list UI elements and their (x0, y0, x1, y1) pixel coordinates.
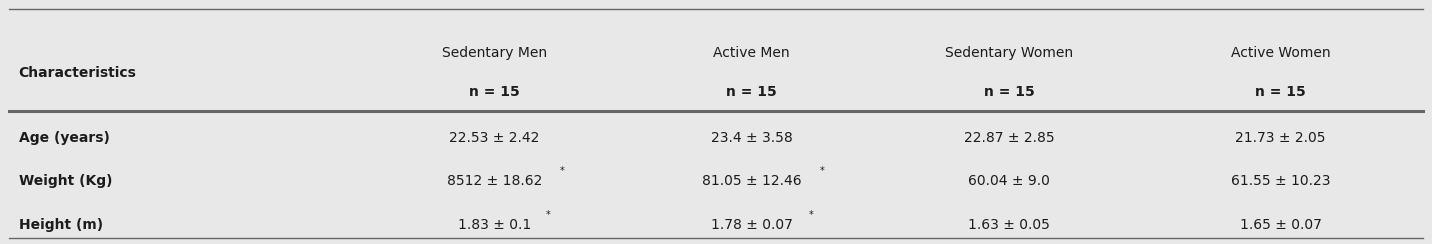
Text: 23.4 ± 3.58: 23.4 ± 3.58 (710, 131, 792, 145)
Text: 22.53 ± 2.42: 22.53 ± 2.42 (450, 131, 540, 145)
Text: n = 15: n = 15 (984, 85, 1034, 99)
Text: 1.78 ± 0.07: 1.78 ± 0.07 (710, 217, 793, 232)
Text: Weight (Kg): Weight (Kg) (19, 174, 112, 188)
Text: Sedentary Women: Sedentary Women (945, 46, 1073, 60)
Text: Active Women: Active Women (1230, 46, 1330, 60)
Text: *: * (560, 166, 564, 176)
Text: Active Men: Active Men (713, 46, 790, 60)
Text: 1.65 ± 0.07: 1.65 ± 0.07 (1240, 217, 1322, 232)
Text: n = 15: n = 15 (470, 85, 520, 99)
Text: Sedentary Men: Sedentary Men (442, 46, 547, 60)
Text: 61.55 ± 10.23: 61.55 ± 10.23 (1230, 174, 1330, 188)
Text: n = 15: n = 15 (1256, 85, 1306, 99)
Text: 22.87 ± 2.85: 22.87 ± 2.85 (964, 131, 1054, 145)
Text: Characteristics: Characteristics (19, 66, 136, 80)
Text: Height (m): Height (m) (19, 217, 103, 232)
Text: *: * (821, 166, 825, 176)
Text: 1.63 ± 0.05: 1.63 ± 0.05 (968, 217, 1050, 232)
Text: *: * (809, 210, 813, 220)
Text: 1.83 ± 0.1: 1.83 ± 0.1 (458, 217, 531, 232)
Text: Age (years): Age (years) (19, 131, 109, 145)
Text: 21.73 ± 2.05: 21.73 ± 2.05 (1236, 131, 1326, 145)
Text: 8512 ± 18.62: 8512 ± 18.62 (447, 174, 543, 188)
Text: 60.04 ± 9.0: 60.04 ± 9.0 (968, 174, 1050, 188)
Text: *: * (546, 210, 551, 220)
Text: n = 15: n = 15 (726, 85, 778, 99)
Text: 81.05 ± 12.46: 81.05 ± 12.46 (702, 174, 802, 188)
